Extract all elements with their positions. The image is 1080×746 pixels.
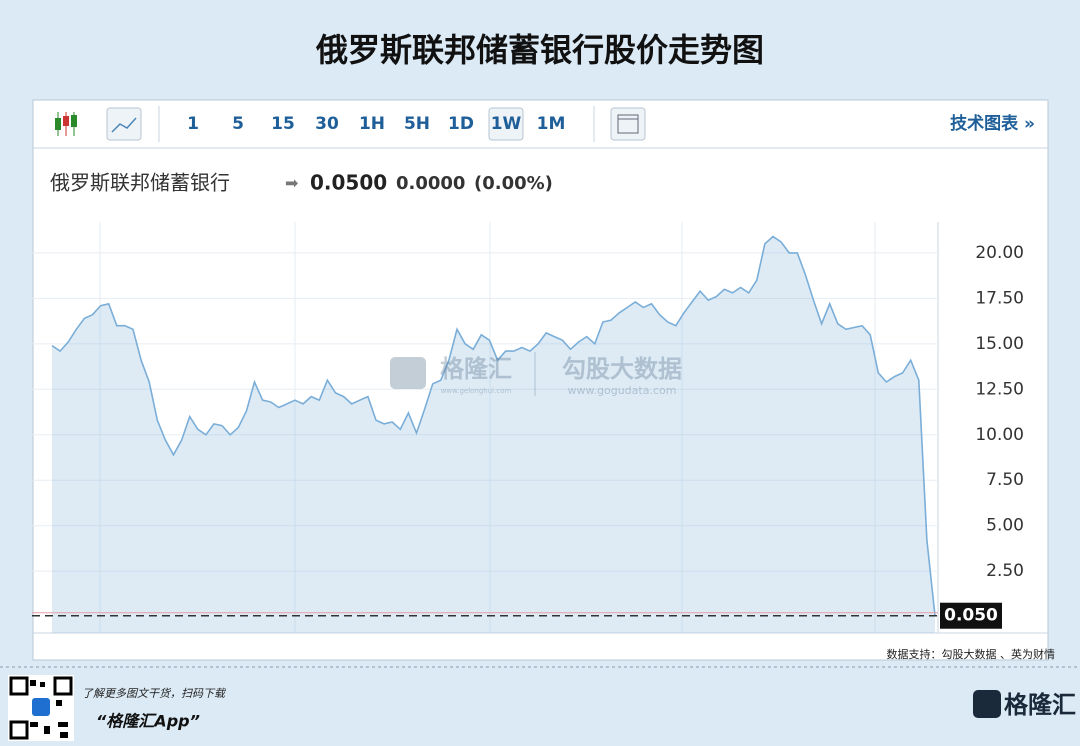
interval-button[interactable]: 1H	[359, 114, 385, 134]
interval-button[interactable]: 15	[271, 114, 295, 134]
page-title: 俄罗斯联邦储蓄银行股价走势图	[315, 31, 764, 69]
y-tick-label: 10.00	[975, 425, 1024, 445]
current-price-label: 0.050	[944, 606, 998, 626]
interval-button[interactable]: 5	[232, 114, 244, 134]
logo-text: 格隆汇	[1004, 691, 1076, 719]
y-tick-label: 20.00	[975, 243, 1024, 263]
promo-text: 了解更多图文干货，扫码下载	[82, 687, 227, 700]
watermark: 格隆汇 www.gelonghui.com 勾股大数据 www.gogudata…	[390, 352, 682, 397]
widget-panel	[32, 99, 1049, 661]
candle-icon[interactable]	[55, 112, 77, 136]
active-interval-bg	[488, 107, 524, 141]
qr-code	[8, 675, 74, 741]
y-tick-label: 17.50	[975, 288, 1024, 308]
change-pct: (0.00%)	[474, 173, 553, 194]
watermark-brand: 格隆汇	[440, 355, 512, 383]
price: 0.0500	[310, 171, 387, 195]
interval-button[interactable]: 30	[315, 114, 339, 134]
interval-button[interactable]: 1D	[448, 114, 474, 134]
data-source: 数据支持：勾股大数据 、英为财情	[887, 647, 1056, 661]
series-name: 俄罗斯联邦储蓄银行	[50, 171, 230, 195]
area-fill	[52, 236, 935, 633]
interval-button[interactable]: 5H	[404, 114, 430, 134]
y-tick-label: 2.50	[986, 561, 1024, 581]
y-tick-label: 7.50	[986, 470, 1024, 490]
interval-button[interactable]: 1W	[491, 114, 522, 134]
current-price-tag	[940, 602, 1002, 629]
line-icon[interactable]	[106, 107, 142, 141]
watermark-data: 勾股大数据	[562, 355, 682, 383]
watermark-brand-url: www.gelonghui.com	[441, 387, 512, 395]
layout-icon[interactable]	[610, 107, 646, 141]
price-line	[51, 235, 936, 616]
tech-chart-link[interactable]: 技术图表 »	[950, 113, 1035, 134]
logo-icon	[973, 690, 1001, 718]
y-tick-label: 12.50	[975, 379, 1024, 399]
watermark-data-url: www.gogudata.com	[568, 384, 677, 397]
y-tick-label: 5.00	[986, 516, 1024, 536]
app-name: “格隆汇App”	[96, 712, 200, 731]
interval-button[interactable]: 1	[187, 114, 199, 134]
change: 0.0000	[396, 173, 465, 194]
arrow-icon: ➡	[285, 174, 298, 193]
y-tick-label: 15.00	[975, 334, 1024, 354]
interval-button[interactable]: 1M	[537, 114, 566, 134]
